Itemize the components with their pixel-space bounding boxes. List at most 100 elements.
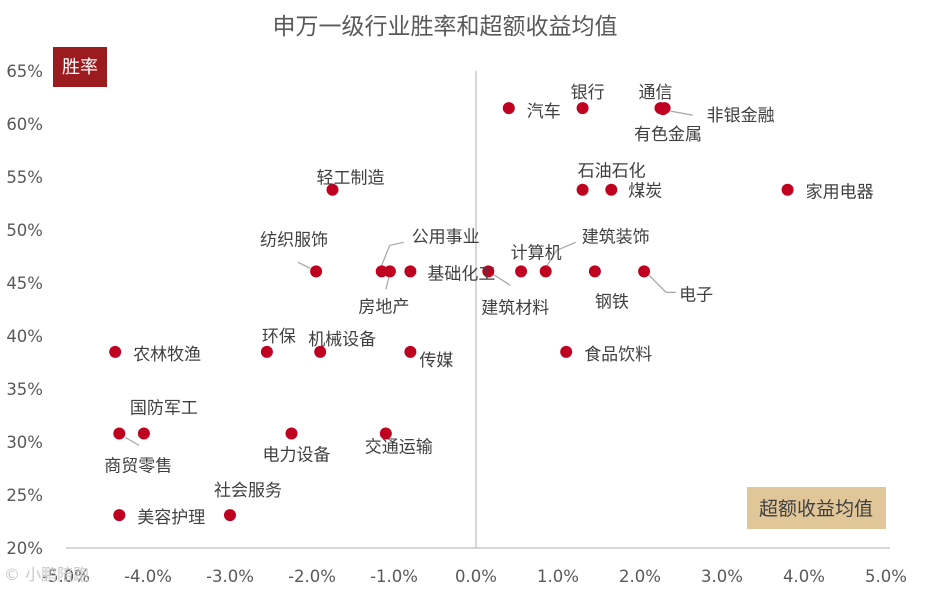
leader-line [381, 241, 404, 266]
y-tick-label: 45% [6, 274, 43, 293]
point-label: 纺织服饰 [260, 230, 328, 250]
x-tick-label: -5.0% [42, 567, 90, 586]
data-point [576, 102, 589, 115]
data-point [113, 427, 126, 440]
y-tick-label: 20% [6, 539, 43, 558]
point-label: 计算机 [511, 243, 562, 263]
leader-lines [125, 110, 693, 447]
data-point [560, 345, 573, 358]
x-tick-label: -3.0% [206, 567, 254, 586]
x-tick-label: 2.0% [619, 567, 661, 586]
point-label: 石油石化 [578, 162, 646, 182]
x-tick-label: -4.0% [124, 567, 172, 586]
data-point [539, 265, 552, 278]
point-label: 建筑装饰 [582, 227, 650, 247]
data-point [656, 103, 669, 116]
data-point [404, 345, 417, 358]
y-tick-labels: 20% 25% 30% 35% 40% 45% 50% 55% 60% 65% [6, 62, 43, 558]
data-point [375, 265, 388, 278]
data-point [310, 265, 323, 278]
x-tick-label: 4.0% [783, 567, 825, 586]
point-label: 建筑材料 [481, 298, 549, 318]
data-point [383, 265, 396, 278]
y-tick-label: 60% [6, 115, 43, 134]
point-label: 电子 [679, 285, 713, 305]
y-tick-label: 40% [6, 327, 43, 346]
x-axis-label: 超额收益均值 [759, 498, 873, 520]
data-point [379, 427, 392, 440]
leader-line [648, 274, 677, 293]
data-point [113, 509, 126, 522]
data-point [502, 102, 515, 115]
point-label: 银行 [571, 83, 605, 103]
point-label: 有色金属 [634, 125, 702, 145]
data-point [638, 265, 651, 278]
data-point [605, 183, 618, 196]
point-label: 商贸零售 [104, 457, 172, 477]
data-point [326, 183, 339, 196]
point-label: 交通运输 [365, 438, 433, 458]
point-label: 农林牧渔 [133, 345, 201, 365]
axes [66, 71, 890, 549]
data-point [109, 345, 122, 358]
point-label: 非银金融 [707, 106, 775, 126]
point-label: 食品饮料 [584, 345, 652, 365]
data-point [260, 345, 273, 358]
y-axis-label-background [53, 47, 107, 87]
point-label: 电力设备 [263, 446, 331, 466]
x-axis-label-background [747, 487, 886, 529]
leader-line [297, 261, 311, 269]
point-label: 钢铁 [595, 292, 629, 312]
data-point [404, 265, 417, 278]
x-tick-label: 5.0% [865, 567, 907, 586]
point-label: 基础化工 [427, 264, 495, 284]
point-label: 煤炭 [628, 182, 662, 202]
data-point [224, 509, 236, 522]
y-axis-label: 胜率 [62, 57, 98, 78]
data-points [109, 102, 794, 522]
point-label: 国防军工 [130, 399, 198, 419]
point-label: 家用电器 [806, 183, 874, 203]
data-point [314, 345, 327, 358]
data-point [482, 265, 495, 278]
leader-line [492, 273, 511, 286]
point-label: 汽车 [527, 102, 561, 122]
point-label: 机械设备 [308, 330, 376, 350]
leader-line [546, 241, 576, 267]
point-label: 公用事业 [412, 227, 480, 247]
point-label: 轻工制造 [317, 169, 385, 189]
y-tick-label: 65% [6, 62, 43, 81]
leader-line [125, 436, 140, 447]
point-label: 社会服务 [214, 481, 282, 501]
x-tick-label: -2.0% [288, 567, 336, 586]
x-tick-label: 1.0% [537, 567, 579, 586]
x-tick-labels: -5.0% -4.0% -3.0% -2.0% -1.0% 0.0% 1.0% 2.0% 3.0… [42, 567, 907, 586]
chart-title: 申万一级行业胜率和超额收益均值 [273, 14, 618, 40]
point-label: 通信 [639, 83, 673, 103]
y-tick-label: 55% [6, 168, 43, 187]
y-tick-label: 50% [6, 221, 43, 240]
x-tick-label: 0.0% [455, 567, 497, 586]
leader-line [670, 110, 693, 116]
data-point [285, 427, 298, 440]
x-axis-label-box: 超额收益均值 [747, 487, 886, 529]
point-label: 房地产 [358, 297, 409, 317]
data-point [781, 183, 794, 196]
y-tick-label: 25% [6, 486, 43, 505]
data-point [515, 265, 528, 278]
leader-line [385, 277, 390, 290]
x-tick-label: -1.0% [370, 567, 418, 586]
point-label: 传媒 [419, 351, 453, 371]
data-point [588, 265, 601, 278]
data-point [576, 183, 589, 196]
point-label: 美容护理 [137, 508, 205, 528]
watermark: © 小鹏陪跑 [4, 565, 89, 584]
y-tick-label: 30% [6, 433, 43, 452]
data-point [137, 427, 150, 440]
y-axis-label-box: 胜率 [53, 47, 107, 87]
x-tick-label: 3.0% [701, 567, 743, 586]
point-label: 环保 [262, 327, 296, 347]
